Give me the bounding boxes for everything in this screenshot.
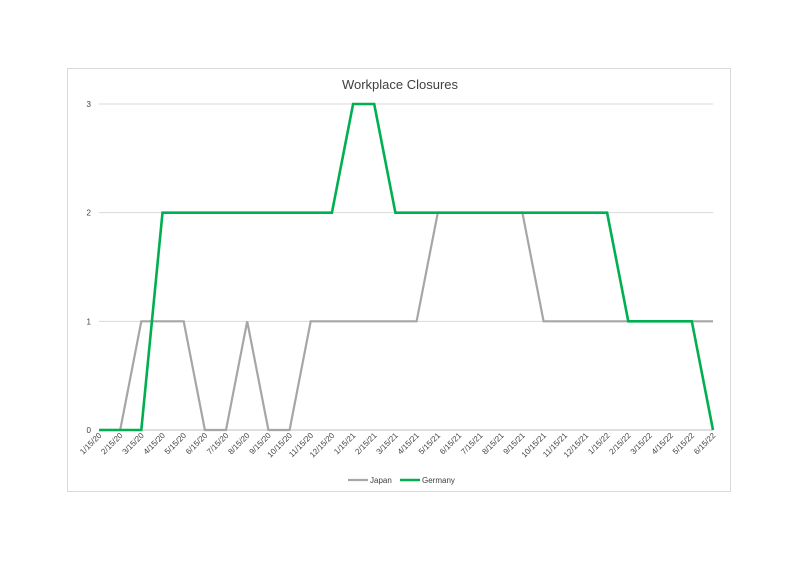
y-tick-label: 0 — [87, 426, 92, 435]
x-tick-label: 1/15/22 — [586, 431, 612, 457]
x-tick-label: 4/15/21 — [396, 431, 422, 457]
series-line-germany — [99, 102, 715, 432]
x-tick-label: 2/15/20 — [99, 431, 125, 457]
x-tick-label: 7/15/21 — [459, 431, 485, 457]
x-tick-label: 3/15/20 — [121, 431, 147, 457]
x-tick-label: 3/15/21 — [375, 431, 401, 457]
y-tick-label: 1 — [87, 317, 92, 326]
series-line-japan — [99, 211, 713, 432]
x-tick-label: 5/15/21 — [417, 431, 443, 457]
x-tick-label: 8/15/20 — [226, 431, 252, 457]
gridlines — [99, 103, 713, 431]
y-tick-label: 3 — [87, 100, 92, 109]
x-tick-label: 6/15/21 — [438, 431, 464, 457]
x-tick-label: 8/15/21 — [480, 431, 506, 457]
x-tick-label: 3/15/22 — [629, 431, 655, 457]
x-tick-label: 2/15/21 — [353, 431, 379, 457]
x-tick-label: 6/15/22 — [692, 431, 718, 457]
y-axis-ticks: 0 1 2 3 — [87, 100, 92, 435]
x-tick-label: 7/15/20 — [205, 431, 231, 457]
x-tick-label: 1/15/21 — [332, 431, 358, 457]
legend: Japan Germany — [348, 476, 455, 485]
legend-label-germany: Germany — [422, 476, 455, 485]
chart-title: Workplace Closures — [342, 77, 459, 92]
x-tick-label: 2/15/22 — [607, 431, 633, 457]
x-tick-label: 4/15/20 — [142, 431, 168, 457]
x-tick-label: 5/15/20 — [163, 431, 189, 457]
legend-label-japan: Japan — [370, 476, 392, 485]
series-lines — [99, 102, 715, 432]
x-tick-label: 5/15/22 — [671, 431, 697, 457]
x-axis-ticks: 1/15/202/15/203/15/204/15/205/15/206/15/… — [78, 431, 718, 460]
x-tick-label: 6/15/20 — [184, 431, 210, 457]
x-tick-label: 4/15/22 — [650, 431, 676, 457]
y-tick-label: 2 — [87, 209, 92, 218]
